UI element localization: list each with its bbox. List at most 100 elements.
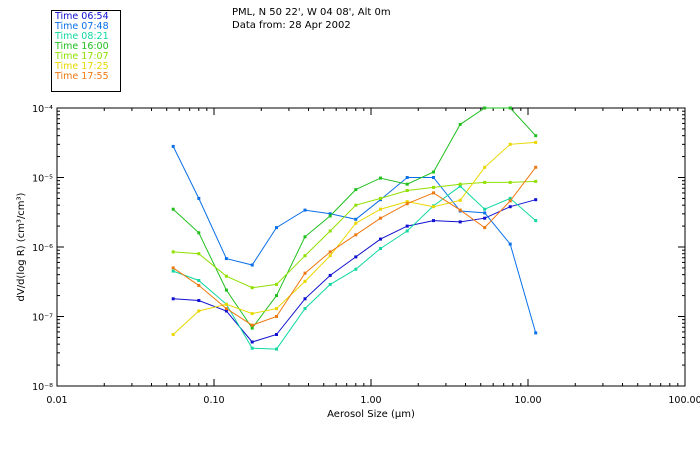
data-point — [379, 247, 382, 250]
legend-item: Time 17:55 — [55, 71, 109, 82]
data-point — [483, 106, 487, 110]
data-point — [197, 196, 201, 200]
data-point — [379, 176, 382, 180]
data-point — [275, 333, 278, 336]
data-point — [303, 307, 307, 311]
data-point — [303, 208, 307, 212]
data-point — [224, 257, 228, 261]
data-point — [483, 226, 487, 230]
series-layer — [171, 106, 538, 351]
x-tick-label: 100.00 — [668, 395, 700, 406]
data-point — [458, 184, 462, 188]
data-point — [275, 315, 278, 318]
data-point — [534, 165, 538, 169]
date-line: Data from: 28 Apr 2002 — [232, 20, 351, 31]
x-tick-label: 0.01 — [46, 395, 67, 406]
data-point — [171, 144, 175, 148]
data-point — [379, 216, 382, 220]
data-point — [171, 333, 175, 336]
x-tick-label: 0.10 — [203, 395, 224, 406]
data-point — [432, 170, 435, 174]
data-point — [171, 266, 175, 270]
data-point — [432, 176, 435, 179]
data-point — [328, 250, 332, 254]
data-point — [458, 122, 462, 126]
data-point — [483, 211, 487, 215]
data-point — [508, 205, 512, 209]
data-point — [508, 106, 512, 110]
data-point — [354, 233, 358, 237]
data-point — [379, 196, 382, 200]
data-point — [275, 347, 278, 351]
data-point — [250, 346, 254, 350]
data-point — [508, 199, 512, 203]
series-group — [171, 165, 538, 327]
y-axis-title: dV/d(log R) (cm³/cm³) — [16, 192, 27, 301]
data-point — [508, 180, 512, 184]
y-tick-label: 10⁻⁷ — [32, 313, 53, 324]
data-point — [405, 182, 409, 186]
data-point — [250, 263, 254, 267]
data-point — [250, 340, 254, 344]
y-tick-label: 10⁻⁴ — [32, 104, 53, 115]
data-point — [405, 200, 409, 204]
data-point — [379, 237, 382, 241]
x-tick-label: 10.00 — [514, 395, 541, 406]
data-point — [432, 205, 435, 209]
data-point — [224, 288, 228, 292]
data-point — [483, 216, 487, 220]
x-axis-title: Aerosol Size (μm) — [327, 409, 415, 420]
data-point — [171, 207, 175, 211]
series-group — [171, 184, 538, 351]
data-point — [197, 299, 201, 302]
data-point — [508, 242, 512, 246]
data-point — [405, 189, 409, 192]
data-point — [534, 179, 538, 183]
data-point — [458, 208, 462, 212]
data-point — [275, 307, 278, 311]
legend-item: Time 16:00 — [55, 41, 109, 52]
data-point — [328, 229, 332, 233]
data-point — [432, 219, 435, 223]
data-point — [303, 297, 307, 301]
data-point — [250, 286, 254, 290]
data-point — [197, 309, 201, 313]
data-point — [197, 252, 201, 256]
data-point — [171, 250, 175, 254]
data-point — [303, 271, 307, 275]
legend-item: Time 08:21 — [55, 31, 109, 42]
data-point — [303, 279, 307, 283]
data-point — [224, 274, 228, 278]
data-point — [534, 198, 538, 202]
data-point — [197, 279, 201, 282]
series-line — [173, 199, 536, 343]
series-group — [171, 140, 538, 336]
legend-item: Time 06:54 — [55, 11, 109, 22]
data-point — [483, 207, 487, 211]
data-point — [534, 140, 538, 144]
series-line — [173, 185, 537, 350]
series-group — [171, 198, 538, 344]
data-point — [275, 226, 278, 230]
data-point — [405, 229, 409, 233]
legend: Time 06:54 Time 07:48 Time 08:21 Time 16… — [51, 10, 121, 92]
data-point — [354, 267, 358, 271]
data-point — [354, 203, 358, 207]
data-point — [197, 231, 201, 235]
data-point — [405, 202, 409, 206]
data-point — [250, 326, 254, 330]
data-point — [250, 312, 254, 316]
data-point — [275, 294, 278, 298]
data-point — [508, 142, 512, 146]
data-point — [197, 283, 201, 287]
data-point — [534, 331, 538, 335]
data-point — [354, 217, 358, 221]
data-point — [405, 224, 409, 228]
data-point — [303, 254, 307, 258]
data-point — [458, 198, 462, 202]
legend-item: Time 17:07 — [55, 51, 109, 62]
data-point — [171, 297, 175, 301]
legend-item: Time 17:25 — [55, 61, 109, 72]
data-point — [328, 212, 332, 216]
location-line: PML, N 50 22', W 04 08', Alt 0m — [232, 7, 391, 18]
